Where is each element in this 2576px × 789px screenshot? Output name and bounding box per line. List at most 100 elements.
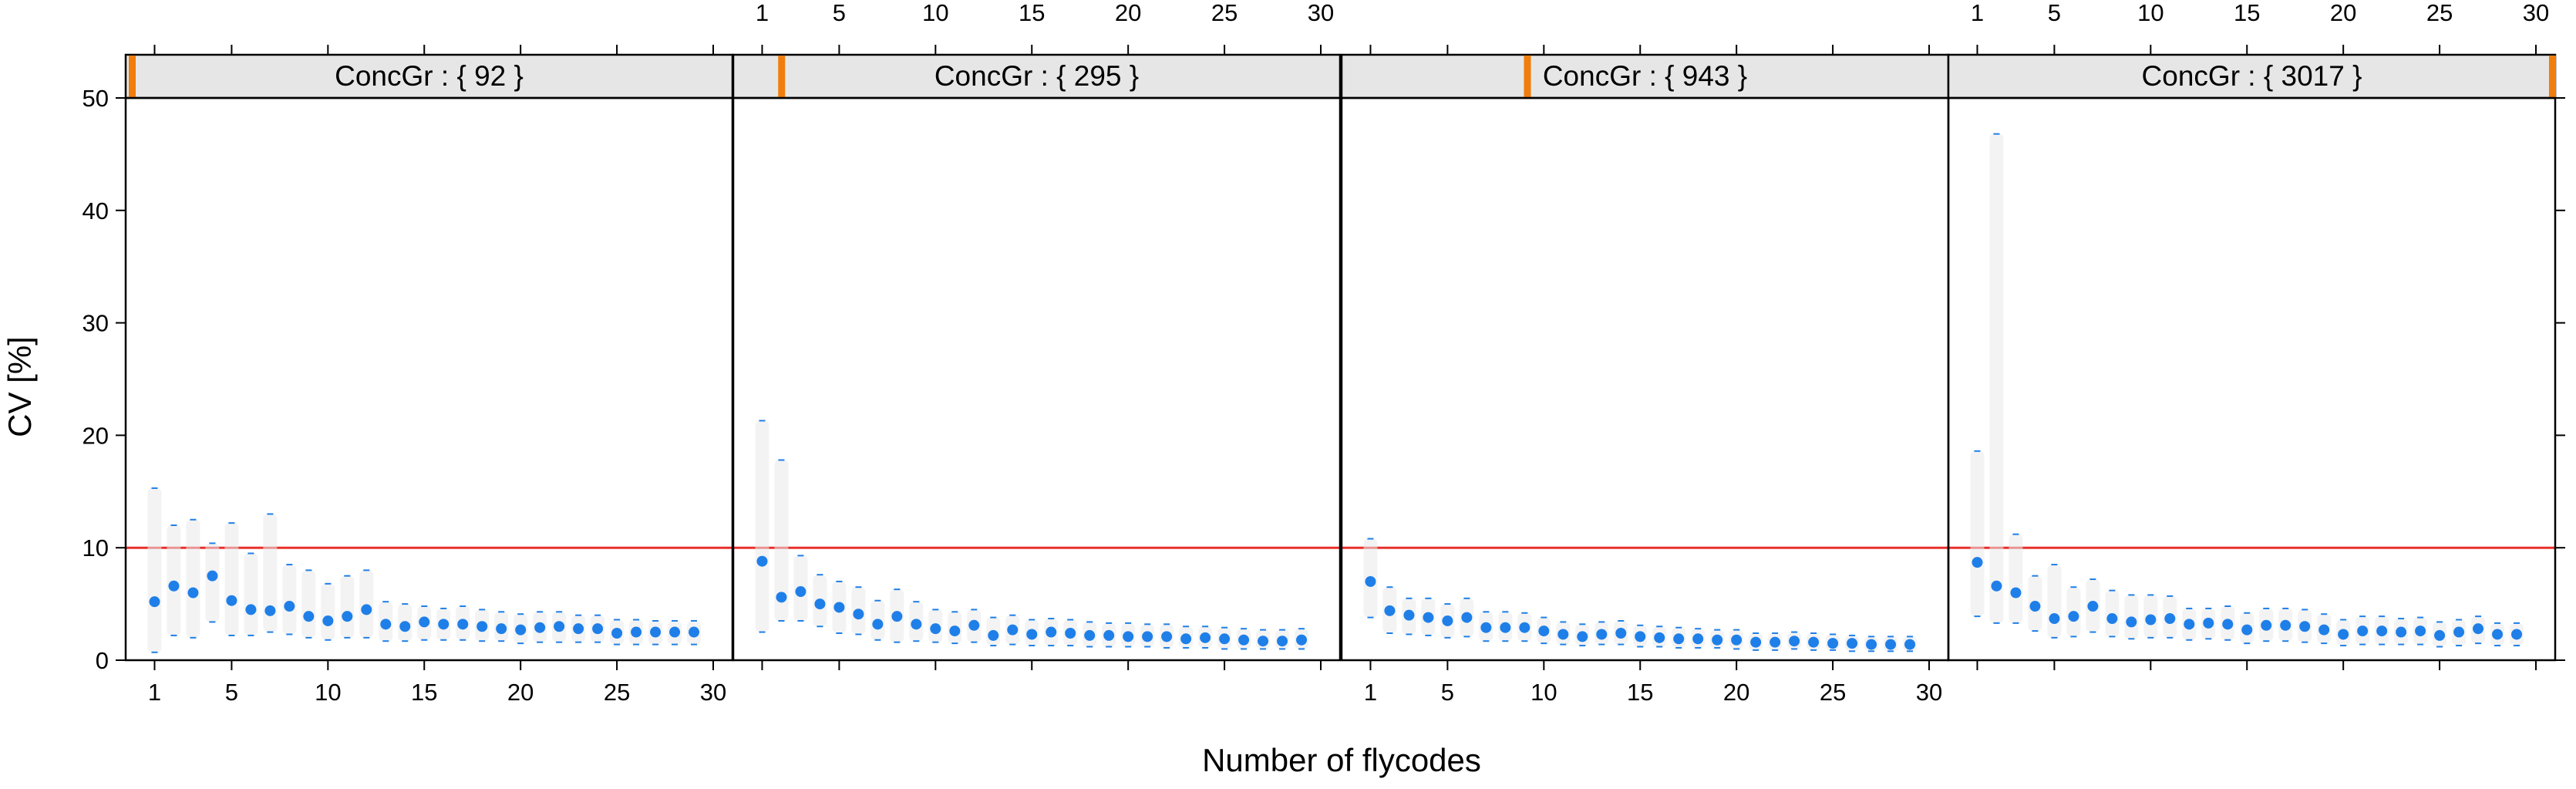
median-point [2049, 613, 2060, 625]
median-point [534, 622, 546, 633]
x-tick-label-top: 1 [1971, 0, 1984, 26]
median-point [592, 623, 604, 635]
median-point [1770, 636, 1781, 648]
median-point [1442, 615, 1453, 626]
median-point [2280, 619, 2291, 631]
strip-level-marker [1524, 56, 1531, 97]
distribution-cloud [224, 523, 239, 636]
median-point [457, 619, 469, 630]
median-point [2145, 614, 2157, 625]
x-tick-label-top: 20 [2330, 0, 2356, 26]
y-tick-label: 50 [82, 85, 109, 112]
x-tick-label: 20 [1723, 679, 1749, 706]
median-point [631, 626, 642, 638]
x-tick-label-top: 10 [2137, 0, 2164, 26]
median-point [187, 587, 199, 598]
median-point [2222, 619, 2234, 630]
panel-strip [732, 53, 1342, 99]
median-point [419, 616, 430, 628]
median-point [1277, 636, 1288, 647]
median-point [1384, 605, 1396, 616]
panel-frame [1340, 96, 1950, 662]
x-tick-label: 10 [1530, 679, 1557, 706]
x-tick-label: 25 [604, 679, 630, 706]
median-point [853, 609, 864, 620]
median-point [1635, 631, 1646, 642]
median-point [2511, 629, 2523, 640]
median-point [399, 621, 411, 632]
median-point [554, 621, 565, 632]
median-point [1827, 638, 1839, 649]
median-point [833, 602, 845, 613]
panel-strip [124, 53, 734, 99]
median-point [1712, 634, 1723, 646]
median-point [1577, 631, 1588, 642]
median-point [284, 601, 295, 612]
distribution-cloud [263, 514, 278, 632]
x-tick-label: 5 [1441, 679, 1454, 706]
strip-level-marker [2549, 56, 2556, 97]
median-point [1519, 622, 1530, 633]
median-point [2164, 613, 2176, 625]
median-point [968, 619, 980, 631]
median-point [1538, 625, 1550, 637]
x-tick-label: 15 [411, 679, 437, 706]
x-tick-label: 5 [225, 679, 238, 706]
median-point [1596, 629, 1608, 640]
x-tick-label: 10 [315, 679, 341, 706]
distribution-cloud [2009, 534, 2023, 623]
median-point [2492, 629, 2504, 640]
median-point [689, 626, 700, 638]
median-point [226, 595, 237, 606]
y-tick-label: 10 [82, 534, 109, 561]
y-axis-title: CV [%] [2, 336, 38, 437]
median-point [438, 619, 450, 630]
median-point [2357, 625, 2369, 637]
median-point [361, 604, 372, 615]
median-point [573, 623, 584, 635]
median-point [756, 555, 768, 567]
x-tick-label-top: 25 [2426, 0, 2453, 26]
median-point [149, 596, 160, 608]
median-point [1615, 628, 1627, 639]
median-point [1161, 631, 1173, 642]
y-tick-label: 0 [96, 647, 109, 674]
x-tick-label-top: 25 [1211, 0, 1237, 26]
x-tick-label-top: 30 [2523, 0, 2549, 26]
median-point [2261, 619, 2272, 631]
median-point [496, 623, 507, 635]
median-point [2434, 629, 2446, 641]
median-point [1258, 636, 1269, 647]
distribution-cloud [755, 420, 769, 632]
strip-level-marker [778, 56, 786, 97]
median-point [1084, 629, 1096, 641]
median-point [1847, 638, 1858, 649]
median-point [1026, 629, 1038, 640]
distribution-cloud [1970, 450, 1985, 617]
median-point [1200, 632, 1211, 643]
x-tick-label: 15 [1627, 679, 1653, 706]
median-point [1885, 639, 1897, 650]
median-point [891, 611, 903, 622]
median-point [2338, 629, 2349, 640]
median-point [814, 598, 826, 610]
median-point [2299, 621, 2311, 632]
distribution-cloud [147, 487, 162, 652]
median-point [1654, 632, 1665, 643]
distribution-cloud [167, 525, 181, 636]
median-point [1904, 639, 1916, 650]
median-point [1991, 580, 2002, 592]
distribution-cloud [301, 570, 316, 638]
median-point [476, 621, 488, 632]
median-point [1731, 634, 1743, 646]
median-point [1750, 636, 1762, 648]
median-point [2029, 601, 2041, 612]
median-point [2396, 626, 2407, 638]
median-point [1461, 612, 1473, 623]
median-point [245, 604, 257, 615]
median-point [303, 611, 315, 622]
median-point [2415, 625, 2426, 637]
median-point [988, 629, 999, 641]
distribution-cloud [774, 460, 789, 621]
median-point [930, 623, 941, 635]
